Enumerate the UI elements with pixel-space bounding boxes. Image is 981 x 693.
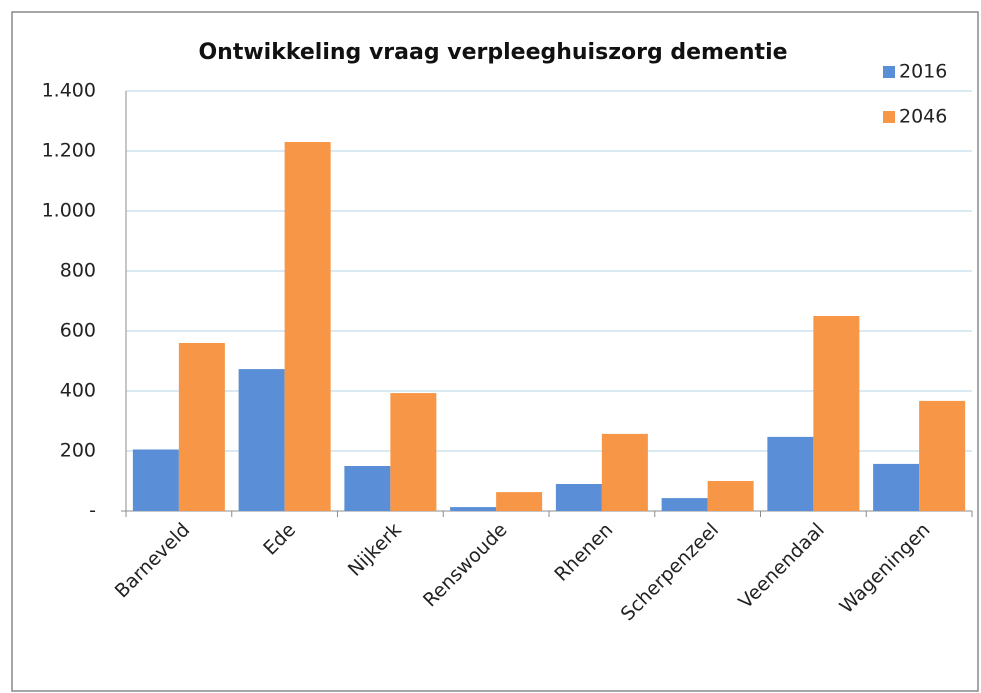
bar [178, 343, 225, 511]
legend-swatch [883, 66, 895, 78]
bar [661, 498, 708, 511]
bar [767, 436, 814, 511]
bar [238, 369, 285, 511]
bar [601, 433, 648, 511]
bar [555, 484, 602, 511]
legend-swatch [883, 111, 895, 123]
bar [450, 507, 497, 511]
y-tick-label: 1.400 [42, 80, 96, 102]
bar [813, 316, 860, 511]
legend-label: 2046 [899, 106, 947, 128]
bar [873, 463, 920, 511]
bar [284, 142, 331, 511]
y-tick-label: 600 [60, 320, 96, 342]
bar [496, 492, 543, 511]
y-tick-label: 800 [60, 260, 96, 282]
bar [344, 466, 391, 511]
y-tick-label: 400 [60, 380, 96, 402]
bar [132, 449, 179, 511]
y-tick-label: 200 [60, 440, 96, 462]
bar [707, 481, 754, 511]
y-tick-label: - [89, 500, 96, 522]
legend-label: 2016 [899, 61, 947, 83]
y-tick-label: 1.000 [42, 200, 96, 222]
bar [919, 400, 966, 511]
bar [390, 393, 437, 511]
y-tick-label: 1.200 [42, 140, 96, 162]
chart-title: Ontwikkeling vraag verpleeghuiszorg deme… [198, 40, 787, 65]
